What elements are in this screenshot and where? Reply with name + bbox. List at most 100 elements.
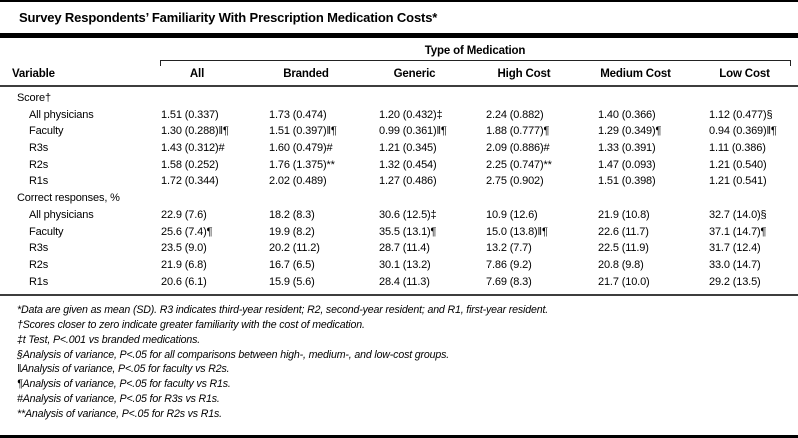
column-header-medium-cost: Medium Cost: [600, 68, 671, 80]
column-header-all: All: [189, 68, 205, 80]
data-cell: 1.11 (0.386): [709, 142, 766, 155]
row-label: All physicians: [29, 108, 94, 121]
data-cell: 2.24 (0.882): [486, 108, 544, 121]
data-cell: 1.21 (0.541): [709, 175, 767, 188]
data-cell: 0.99 (0.361)‖¶: [379, 125, 447, 138]
table-row: R3s 23.5 (9.0) 20.2 (11.2) 28.7 (11.4) 13.2 …: [0, 240, 798, 257]
data-cell: 21.7 (10.0): [598, 275, 650, 288]
header-body-divider: [0, 85, 798, 87]
row-label: R1s: [29, 275, 49, 288]
data-cell: 0.94 (0.369)‖¶: [709, 125, 777, 138]
data-cell: 30.6 (12.5)‡: [379, 208, 437, 221]
data-cell: 33.0 (14.7): [709, 258, 761, 271]
data-cell: 1.72 (0.344): [161, 175, 219, 188]
data-cell: 1.27 (0.486): [379, 175, 437, 188]
data-cell: 7.69 (8.3): [486, 275, 532, 288]
data-cell: 1.43 (0.312)#: [161, 142, 225, 155]
footnotes: *Data are given as mean (SD). R3 indicat…: [0, 296, 798, 421]
data-cell: 1.58 (0.252): [161, 158, 219, 171]
data-cell: 15.9 (5.6): [269, 275, 315, 288]
data-cell: 1.47 (0.093): [598, 158, 656, 171]
body-footnote-divider: [0, 294, 798, 297]
data-cell: 30.1 (13.2): [379, 258, 431, 271]
data-cell: 32.7 (14.0)§: [709, 208, 767, 221]
data-cell: 29.2 (13.5): [709, 275, 761, 288]
footnote-anova-faculty-r2: ‖Analysis of variance, P<.05 for faculty…: [17, 363, 230, 376]
table-body: Score† All physicians 1.51 (0.337) 1.73 (0.…: [0, 87, 798, 290]
data-cell: 1.12 (0.477)§: [709, 108, 773, 121]
data-cell: 1.51 (0.398): [598, 175, 656, 188]
data-cell: 1.33 (0.391): [598, 142, 656, 155]
data-cell: 1.76 (1.375)**: [269, 158, 335, 171]
column-header-generic: Generic: [393, 68, 436, 80]
section-label: Correct responses, %: [17, 192, 120, 205]
data-cell: 31.7 (12.4): [709, 242, 761, 255]
data-cell: 20.8 (9.8): [598, 258, 644, 271]
data-cell: 10.9 (12.6): [486, 208, 538, 221]
footnote-anova-r3-r1: #Analysis of variance, P<.05 for R3s vs …: [17, 393, 220, 406]
data-cell: 7.86 (9.2): [486, 258, 532, 271]
row-label: Faculty: [29, 125, 64, 138]
table-row: Faculty 25.6 (7.4)¶ 19.9 (8.2) 35.5 (13.1)¶…: [0, 224, 798, 241]
data-cell: 16.7 (6.5): [269, 258, 315, 271]
row-label: R2s: [29, 258, 49, 271]
footnote-anova-r2-r1: **Analysis of variance, P<.05 for R2s vs…: [17, 407, 222, 420]
row-label: R3s: [29, 142, 49, 155]
section-header-row: Score†: [0, 90, 798, 107]
data-cell: 25.6 (7.4)¶: [161, 225, 213, 238]
table-row: R2s 1.58 (0.252) 1.76 (1.375)** 1.32 (0.454…: [0, 157, 798, 174]
table-row: R3s 1.43 (0.312)# 1.60 (0.479)# 1.21 (0.345…: [0, 140, 798, 157]
footnote-anova-cost-groups: §Analysis of variance, P<.05 for all com…: [17, 348, 450, 361]
table-row: All physicians 22.9 (7.6) 18.2 (8.3) 30.6 (…: [0, 207, 798, 224]
section-header-row: Correct responses, %: [0, 190, 798, 207]
column-header-variable: Variable: [12, 68, 55, 80]
table-row: Faculty 1.30 (0.288)‖¶ 1.51 (0.397)‖¶ 0.99 …: [0, 123, 798, 140]
data-cell: 1.88 (0.777)¶: [486, 125, 550, 138]
row-label: R1s: [29, 175, 49, 188]
column-header-branded: Branded: [283, 68, 329, 80]
footnote-scores-zero: †Scores closer to zero indicate greater …: [17, 319, 365, 332]
footnote-data-given: *Data are given as mean (SD). R3 indicat…: [17, 304, 549, 317]
title-divider-bar: [0, 33, 798, 38]
table-title: Survey Respondents’ Familiarity With Pre…: [19, 10, 438, 25]
column-header-row: Variable All Branded Generic High Cost M…: [0, 66, 798, 85]
column-group-bracket: [160, 60, 791, 66]
data-cell: 1.51 (0.397)‖¶: [269, 125, 337, 138]
data-cell: 13.2 (7.7): [486, 242, 532, 255]
row-label: All physicians: [29, 208, 94, 221]
table-row: R1s 1.72 (0.344) 2.02 (0.489) 1.27 (0.486) 2…: [0, 173, 798, 190]
data-cell: 1.73 (0.474): [269, 108, 327, 121]
data-cell: 1.29 (0.349)¶: [598, 125, 662, 138]
data-cell: 20.2 (11.2): [269, 242, 320, 255]
data-cell: 20.6 (6.1): [161, 275, 207, 288]
data-cell: 1.60 (0.479)#: [269, 142, 333, 155]
data-cell: 35.5 (13.1)¶: [379, 225, 437, 238]
data-cell: 1.20 (0.432)‡: [379, 108, 443, 121]
data-cell: 1.40 (0.366): [598, 108, 656, 121]
data-cell: 2.02 (0.489): [269, 175, 327, 188]
data-cell: 28.7 (11.4): [379, 242, 430, 255]
data-cell: 22.5 (11.9): [598, 242, 649, 255]
data-cell: 28.4 (11.3): [379, 275, 430, 288]
column-header-high-cost: High Cost: [497, 68, 551, 80]
data-cell: 1.51 (0.337): [161, 108, 219, 121]
data-cell: 22.6 (11.7): [598, 225, 649, 238]
data-cell: 1.30 (0.288)‖¶: [161, 125, 229, 138]
data-cell: 19.9 (8.2): [269, 225, 315, 238]
data-cell: 18.2 (8.3): [269, 208, 315, 221]
row-label: R3s: [29, 242, 49, 255]
table-row: R1s 20.6 (6.1) 15.9 (5.6) 28.4 (11.3) 7.69 (…: [0, 274, 798, 291]
row-label: R2s: [29, 158, 49, 171]
data-cell: 21.9 (6.8): [161, 258, 207, 271]
data-cell: 1.32 (0.454): [379, 158, 437, 171]
footnote-t-test: ‡t Test, P<.001 vs branded medications.: [17, 333, 201, 346]
data-cell: 21.9 (10.8): [598, 208, 650, 221]
row-label: Faculty: [29, 225, 64, 238]
column-group-header: Type of Medication: [424, 45, 526, 57]
data-cell: 23.5 (9.0): [161, 242, 207, 255]
data-cell: 15.0 (13.8)‖¶: [486, 225, 548, 238]
data-cell: 2.25 (0.747)**: [486, 158, 552, 171]
column-header-low-cost: Low Cost: [719, 68, 770, 80]
table-row: All physicians 1.51 (0.337) 1.73 (0.474) 1.…: [0, 107, 798, 124]
